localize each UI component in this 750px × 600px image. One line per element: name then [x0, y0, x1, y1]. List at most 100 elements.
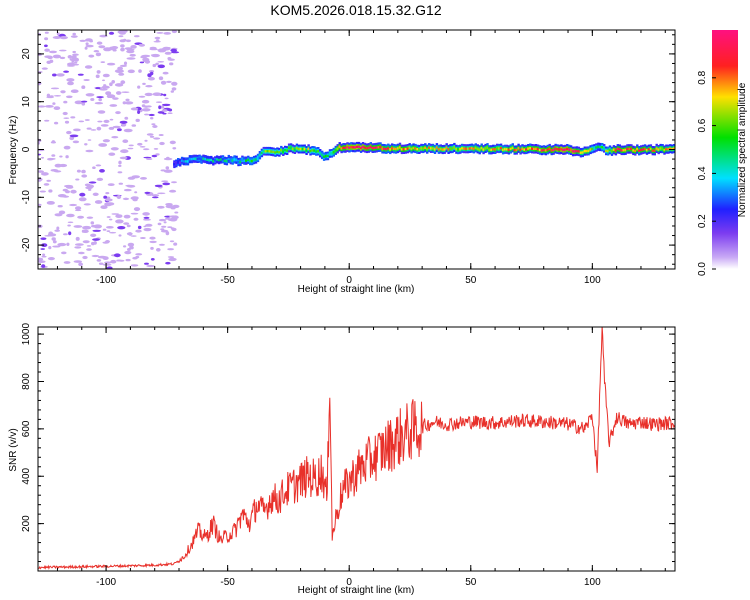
ridge-core: [420, 147, 423, 150]
noise-speckle: [109, 118, 114, 121]
ridge-core: [523, 148, 526, 151]
noise-speckle: [85, 93, 95, 97]
snr-y-tick-label: 1000: [21, 323, 32, 346]
noise-speckle: [81, 229, 86, 233]
noise-speckle: [165, 204, 175, 209]
noise-speckle: [144, 262, 149, 265]
noise-speckle: [171, 87, 177, 91]
noise-speckle: [160, 228, 165, 231]
noise-speckle: [118, 259, 125, 262]
noise-speckle: [140, 55, 147, 59]
noise-speckle: [47, 257, 55, 261]
noise-speckle: [62, 111, 68, 116]
noise-speckle: [166, 47, 171, 49]
noise-speckle: [83, 203, 91, 206]
noise-speckle: [158, 105, 162, 110]
ridge-core: [638, 149, 641, 152]
ridge-core: [653, 149, 656, 152]
ridge-core: [249, 159, 252, 163]
ridge-core: [282, 150, 285, 153]
noise-speckle: [125, 258, 131, 262]
noise-speckle: [41, 255, 47, 258]
noise-speckle: [53, 170, 62, 173]
noise-speckle: [62, 188, 68, 192]
noise-speckle: [113, 253, 121, 258]
noise-speckle: [51, 237, 56, 241]
ridge-core: [496, 147, 499, 150]
noise-speckle: [149, 70, 155, 73]
noise-speckle: [162, 103, 171, 107]
noise-speckle: [148, 113, 155, 117]
noise-speckle: [92, 238, 100, 241]
noise-speckle: [87, 184, 94, 189]
noise-speckle: [56, 32, 60, 36]
ridge-core: [554, 147, 557, 150]
noise-speckle: [114, 69, 124, 73]
noise-speckle: [157, 111, 165, 114]
ridge-core: [295, 146, 299, 150]
noise-speckle: [52, 240, 57, 244]
ridge-core: [474, 146, 477, 150]
ridge-core: [480, 146, 483, 150]
noise-speckle: [93, 224, 102, 229]
ridge-core: [182, 160, 186, 163]
noise-speckle: [143, 216, 150, 219]
noise-speckle: [170, 90, 174, 93]
noise-speckle: [140, 237, 146, 239]
noise-speckle: [101, 85, 110, 89]
noise-speckle: [169, 240, 175, 243]
ridge-core: [194, 157, 197, 160]
ridge-core: [517, 147, 520, 150]
noise-speckle: [140, 177, 147, 180]
noise-speckle: [137, 225, 142, 230]
ridge-core: [640, 148, 643, 152]
noise-speckle: [89, 39, 93, 43]
ridge-core: [414, 147, 417, 150]
noise-speckle: [66, 130, 72, 135]
noise-speckle: [53, 95, 62, 97]
ridge-core: [482, 148, 485, 151]
noise-speckle: [106, 62, 116, 66]
ridge-core: [418, 148, 421, 151]
ridge-core: [459, 148, 462, 151]
noise-speckle: [77, 73, 84, 76]
noise-speckle: [145, 85, 153, 88]
noise-speckle: [109, 82, 113, 87]
noise-speckle: [153, 137, 161, 140]
noise-speckle: [150, 117, 154, 120]
noise-speckle: [107, 183, 115, 187]
ridge-core: [595, 146, 598, 149]
noise-speckle: [53, 106, 61, 110]
noise-speckle: [42, 253, 46, 257]
noise-speckle: [125, 39, 131, 43]
ridge-core: [387, 147, 390, 150]
noise-speckle: [169, 140, 176, 145]
noise-speckle: [109, 231, 117, 234]
noise-speckle: [66, 242, 70, 246]
noise-speckle: [151, 194, 160, 197]
ridge-core: [412, 146, 415, 150]
noise-speckle: [73, 260, 83, 263]
noise-speckle: [38, 260, 46, 263]
noise-speckle: [77, 215, 84, 219]
noise-speckle: [61, 251, 67, 255]
noise-speckle: [67, 224, 71, 227]
colorbar-label: Normalized spectral amplitude: [737, 82, 748, 217]
noise-speckle: [98, 98, 102, 102]
noise-speckle: [143, 218, 151, 221]
ridge-core: [453, 146, 456, 149]
ridge-core: [392, 147, 396, 150]
noise-speckle: [90, 98, 95, 101]
noise-speckle: [84, 119, 90, 121]
noise-speckle: [73, 128, 81, 132]
ridge-core: [284, 149, 287, 152]
ridge-core: [437, 148, 441, 151]
noise-speckle: [81, 174, 88, 178]
noise-speckle: [135, 255, 140, 259]
noise-speckle: [81, 100, 88, 103]
spectrogram-y-tick-label: -10: [21, 190, 32, 205]
noise-speckle: [95, 52, 102, 57]
noise-speckle: [38, 203, 42, 206]
noise-speckle: [135, 253, 143, 256]
